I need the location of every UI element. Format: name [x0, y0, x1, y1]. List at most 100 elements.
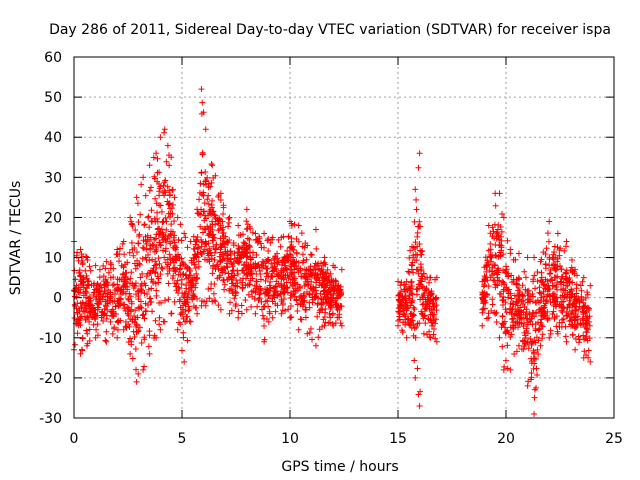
data-point — [174, 277, 181, 284]
data-point — [107, 294, 114, 301]
data-point — [199, 225, 206, 232]
data-point — [483, 268, 490, 275]
data-point — [294, 301, 301, 308]
data-point — [169, 186, 176, 193]
data-point — [336, 311, 343, 318]
data-point — [256, 291, 263, 298]
data-point — [549, 296, 556, 303]
data-point — [138, 181, 145, 188]
data-point — [92, 306, 99, 313]
data-point — [146, 187, 153, 194]
data-point — [180, 306, 187, 313]
data-point — [160, 247, 167, 254]
data-point — [167, 259, 174, 266]
data-point — [107, 289, 114, 296]
data-point — [188, 287, 195, 294]
data-point — [306, 291, 313, 298]
data-point — [333, 288, 340, 295]
data-point — [427, 291, 434, 298]
data-point — [178, 347, 185, 354]
data-point — [126, 249, 133, 256]
data-point — [102, 337, 109, 344]
data-point — [162, 215, 169, 222]
data-point — [141, 315, 148, 322]
data-point — [302, 274, 309, 281]
data-point — [83, 272, 90, 279]
data-point — [412, 246, 419, 253]
data-point — [540, 281, 547, 288]
data-point — [121, 274, 128, 281]
data-point — [515, 285, 522, 292]
data-point — [243, 306, 250, 313]
data-point — [134, 200, 141, 207]
data-point — [504, 342, 511, 349]
data-point — [413, 257, 420, 264]
data-point — [426, 279, 433, 286]
data-point — [109, 282, 116, 289]
data-point — [219, 240, 226, 247]
data-point — [108, 308, 115, 315]
data-point — [131, 333, 138, 340]
data-point — [148, 207, 155, 214]
data-point — [215, 227, 222, 234]
data-point — [245, 244, 252, 251]
data-point — [165, 296, 172, 303]
data-point — [156, 188, 163, 195]
data-point — [397, 290, 404, 297]
data-point — [226, 219, 233, 226]
data-point — [127, 350, 134, 357]
data-point — [98, 308, 105, 315]
data-point — [297, 316, 304, 323]
data-point — [489, 296, 496, 303]
data-point — [547, 330, 554, 337]
data-point — [73, 305, 80, 312]
data-point — [246, 236, 253, 243]
data-point — [94, 300, 101, 307]
data-point — [577, 320, 584, 327]
data-point — [79, 261, 86, 268]
data-point — [306, 299, 313, 306]
data-point — [147, 184, 154, 191]
data-point — [534, 278, 541, 285]
data-point — [408, 279, 415, 286]
data-point — [158, 208, 165, 215]
data-point — [307, 271, 314, 278]
data-point — [152, 195, 159, 202]
data-point — [531, 355, 538, 362]
data-point — [287, 266, 294, 273]
data-point — [128, 218, 135, 225]
data-point — [514, 324, 521, 331]
data-point — [556, 319, 563, 326]
data-point — [207, 183, 214, 190]
x-tick-label: 10 — [281, 431, 299, 447]
data-point — [235, 271, 242, 278]
data-point — [480, 305, 487, 312]
data-point — [294, 307, 301, 314]
data-point — [506, 305, 513, 312]
data-point — [220, 233, 227, 240]
data-point — [297, 267, 304, 274]
data-point — [560, 304, 567, 311]
data-point — [171, 298, 178, 305]
data-points — [71, 86, 594, 417]
data-point — [429, 322, 436, 329]
data-point — [265, 256, 272, 263]
data-point — [544, 316, 551, 323]
data-point — [132, 345, 139, 352]
data-point — [227, 285, 234, 292]
data-point — [127, 214, 134, 221]
data-point — [521, 320, 528, 327]
data-point — [71, 301, 78, 308]
data-point — [412, 186, 419, 193]
data-point — [154, 155, 161, 162]
data-point — [253, 263, 260, 270]
data-point — [259, 312, 266, 319]
data-point — [262, 286, 269, 293]
data-point — [307, 251, 314, 258]
data-point — [217, 249, 224, 256]
data-point — [71, 293, 78, 300]
data-point — [433, 338, 440, 345]
data-point — [403, 334, 410, 341]
data-point — [569, 309, 576, 316]
data-point — [199, 149, 206, 156]
